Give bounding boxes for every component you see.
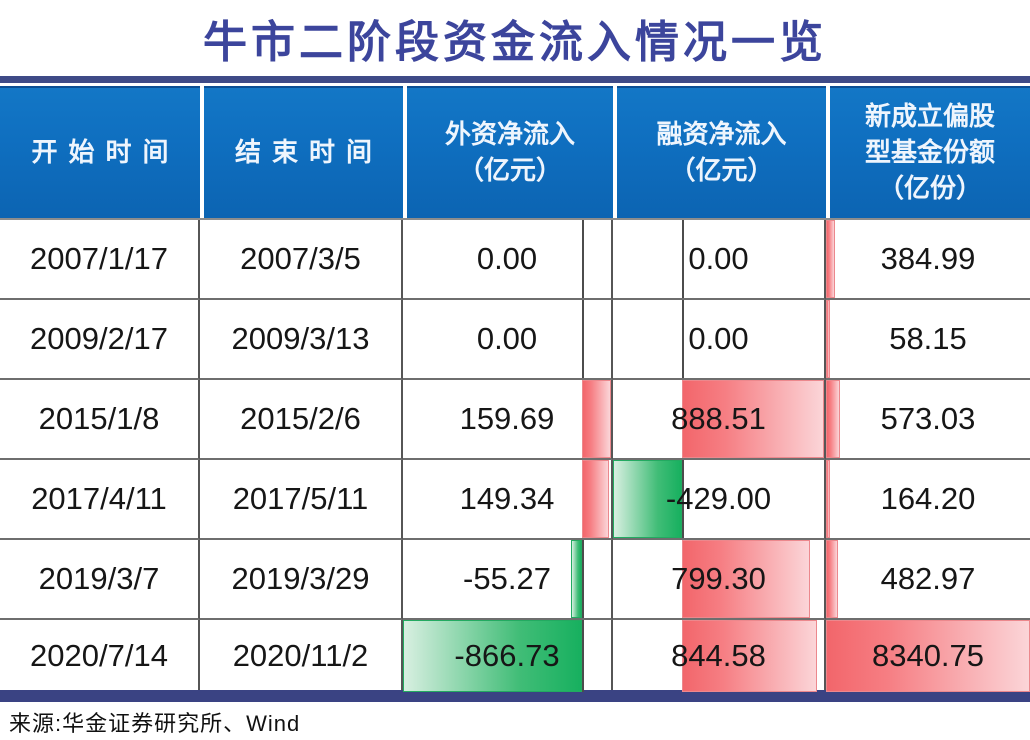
databar-positive	[582, 380, 611, 458]
cell-foreign-inflow: 149.34	[403, 460, 613, 540]
cell-foreign-inflow: -866.73	[403, 620, 613, 692]
header-cell-end-date: 结束时间	[204, 86, 403, 218]
cell-start-date: 2009/2/17	[0, 300, 200, 380]
source-note: 来源:华金证券研究所、Wind	[9, 711, 301, 736]
databar-positive	[582, 460, 610, 538]
cell-start-date: 2007/1/17	[0, 220, 200, 300]
cell-fund-shares: 573.03	[826, 380, 1030, 460]
cell-end-date: 2009/3/13	[200, 300, 403, 380]
header-cell-margin-net-inflow: 融资净流入 （亿元）	[617, 86, 826, 218]
cell-end-date: 2019/3/29	[200, 540, 403, 620]
cell-start-date: 2019/3/7	[0, 540, 200, 620]
page-title: 牛市二阶段资金流入情况一览	[203, 18, 827, 67]
databar-negative	[403, 620, 583, 692]
table-header-row: 开始时间 结束时间 外资净流入 （亿元） 融资净流入 （亿元） 新成立偏股 型基…	[0, 86, 1030, 218]
cell-margin-inflow: -429.00	[613, 460, 826, 540]
databar-positive	[826, 460, 831, 538]
cell-start-date: 2017/4/11	[0, 460, 200, 540]
cell-start-date: 2020/7/14	[0, 620, 200, 692]
cell-foreign-inflow: 0.00	[403, 300, 613, 380]
table-body: 2007/1/17 2007/3/5 0.00 0.00 384.99 2009…	[0, 218, 1030, 692]
databar-positive	[681, 620, 817, 692]
databar-negative	[613, 460, 682, 538]
databar-positive	[826, 380, 840, 458]
cell-fund-shares: 164.20	[826, 460, 1030, 540]
databar-positive	[826, 300, 831, 378]
cell-margin-inflow: 799.30	[613, 540, 826, 620]
cell-end-date: 2017/5/11	[200, 460, 403, 540]
top-rule	[0, 76, 1030, 83]
databar-positive	[681, 540, 810, 618]
cell-fund-shares: 384.99	[826, 220, 1030, 300]
header-cell-new-fund-shares: 新成立偏股 型基金份额 （亿份）	[830, 86, 1030, 218]
databar-positive	[681, 380, 824, 458]
cell-fund-shares: 8340.75	[826, 620, 1030, 692]
cell-margin-inflow: 0.00	[613, 300, 826, 380]
header-cell-foreign-net-inflow: 外资净流入 （亿元）	[407, 86, 613, 218]
cell-foreign-inflow: 0.00	[403, 220, 613, 300]
cell-end-date: 2015/2/6	[200, 380, 403, 460]
cell-end-date: 2007/3/5	[200, 220, 403, 300]
header-cell-start-date: 开始时间	[0, 86, 200, 218]
databar-positive	[826, 220, 836, 298]
bottom-rule	[0, 690, 1030, 702]
databar-positive	[826, 540, 838, 618]
databar-negative	[570, 540, 583, 618]
cell-margin-inflow: 0.00	[613, 220, 826, 300]
cell-margin-inflow: 844.58	[613, 620, 826, 692]
cell-end-date: 2020/11/2	[200, 620, 403, 692]
cell-fund-shares: 482.97	[826, 540, 1030, 620]
cell-margin-inflow: 888.51	[613, 380, 826, 460]
cell-start-date: 2015/1/8	[0, 380, 200, 460]
databar-positive	[826, 620, 1030, 692]
cell-fund-shares: 58.15	[826, 300, 1030, 380]
cell-foreign-inflow: 159.69	[403, 380, 613, 460]
cell-foreign-inflow: -55.27	[403, 540, 613, 620]
